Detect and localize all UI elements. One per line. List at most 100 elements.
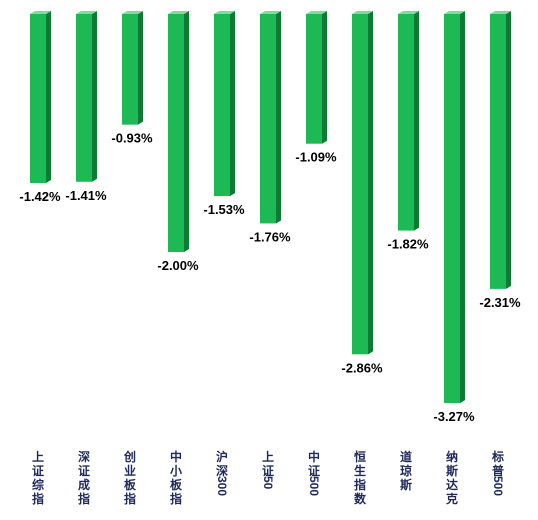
bar-top [30, 11, 51, 14]
svg-text:斯: 斯 [446, 463, 458, 478]
bar-5 [260, 11, 281, 224]
value-label-0: -1.42% [19, 189, 61, 204]
bar-side [230, 11, 235, 197]
svg-text:普: 普 [492, 463, 504, 478]
bar-8 [398, 11, 419, 231]
bar-6 [306, 11, 327, 144]
value-label-7: -2.86% [341, 360, 383, 375]
value-label-9: -3.27% [433, 409, 475, 424]
value-label-1: -1.41% [65, 188, 107, 203]
svg-text:小: 小 [170, 463, 182, 478]
bar-side [414, 11, 419, 231]
bar-front [168, 14, 184, 252]
svg-text:中: 中 [170, 449, 182, 464]
bar-front [76, 14, 92, 182]
bar-side [92, 11, 97, 182]
bar-4 [214, 11, 235, 197]
svg-text:证: 证 [78, 464, 90, 478]
bar-front [490, 14, 506, 289]
bar-side [322, 11, 327, 144]
bars-group [30, 11, 511, 404]
svg-text:指: 指 [124, 491, 136, 506]
svg-text:板: 板 [170, 477, 183, 492]
value-label-10: -2.31% [479, 295, 521, 310]
bar-top [444, 11, 465, 14]
svg-text:证: 证 [262, 464, 274, 478]
svg-text:成: 成 [78, 477, 90, 492]
bar-0 [30, 11, 51, 183]
svg-text:数: 数 [354, 491, 367, 506]
bar-side [46, 11, 51, 183]
value-label-8: -1.82% [387, 237, 429, 252]
bar-top [306, 11, 327, 14]
svg-text:深: 深 [78, 449, 90, 464]
bar-side [276, 11, 281, 224]
bar-front [352, 14, 368, 355]
svg-text:证: 证 [308, 464, 320, 478]
bar-side [184, 11, 189, 252]
bar-7 [352, 11, 373, 355]
svg-text:上: 上 [262, 449, 274, 464]
svg-text:指: 指 [32, 491, 44, 506]
bar-top [168, 11, 189, 14]
svg-text:生: 生 [354, 463, 366, 478]
value-label-5: -1.76% [249, 229, 291, 244]
bar-top [398, 11, 419, 14]
value-label-2: -0.93% [111, 131, 153, 146]
svg-text:达: 达 [446, 477, 458, 492]
bar-front [444, 14, 460, 404]
bar-9 [444, 11, 465, 404]
svg-text:指: 指 [170, 491, 182, 506]
value-label-6: -1.09% [295, 150, 337, 165]
svg-text:标: 标 [491, 449, 504, 464]
svg-text:证: 证 [32, 464, 44, 478]
svg-text:板: 板 [124, 477, 137, 492]
bar-front [260, 14, 276, 224]
bar-top [490, 11, 511, 14]
bar-front [30, 14, 46, 183]
svg-text:业: 业 [124, 463, 136, 478]
bar-top [352, 11, 373, 14]
svg-text:综: 综 [32, 477, 44, 492]
svg-text:指: 指 [78, 491, 90, 506]
svg-text:恒: 恒 [354, 449, 366, 464]
bar-side [506, 11, 511, 289]
bar-front [122, 14, 138, 125]
svg-text:沪: 沪 [216, 449, 228, 464]
bar-front [306, 14, 322, 144]
svg-text:道: 道 [400, 449, 412, 464]
svg-text:创: 创 [123, 449, 136, 464]
svg-text:斯: 斯 [400, 477, 412, 492]
bar-front [214, 14, 230, 197]
bar-side [460, 11, 465, 404]
svg-text:中: 中 [308, 449, 320, 464]
svg-text:300: 300 [215, 476, 229, 496]
bar-side [368, 11, 373, 355]
bar-2 [122, 11, 143, 125]
bar-front [398, 14, 414, 231]
svg-text:50: 50 [261, 476, 275, 490]
bar-top [76, 11, 97, 14]
svg-text:纳: 纳 [446, 449, 458, 464]
category-label-8: 道琼斯 [400, 449, 412, 492]
svg-text:500: 500 [491, 476, 505, 496]
category-labels-group: 上证综指深证成指创业板指中小板指沪深300上证50中证500恒生指数道琼斯纳斯达… [32, 449, 505, 506]
svg-text:深: 深 [216, 463, 228, 478]
svg-text:克: 克 [446, 491, 458, 506]
value-label-4: -1.53% [203, 202, 245, 217]
value-labels-group: -1.42% -1.41% -0.93% -2.00% -1.53% -1.76% -1.0… [19, 131, 521, 424]
value-label-3: -2.00% [157, 258, 199, 273]
bar-side [138, 11, 143, 125]
svg-text:指: 指 [354, 477, 366, 492]
